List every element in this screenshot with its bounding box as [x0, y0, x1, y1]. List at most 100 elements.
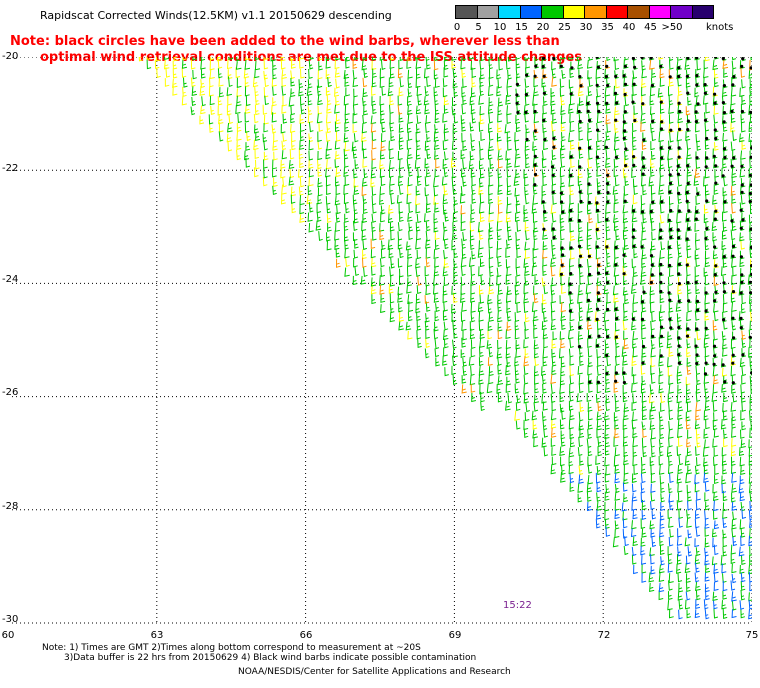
note-line-1: Note: black circles have been added to t… — [10, 34, 560, 49]
footer-note-2: 3)Data buffer is 22 hrs from 20150629 4)… — [64, 653, 477, 663]
contamination-circle — [685, 199, 689, 203]
contamination-circle — [578, 325, 582, 330]
legend-swatch — [476, 5, 499, 19]
contamination-circle — [533, 163, 537, 167]
legend-swatch — [584, 5, 607, 19]
contamination-circle — [677, 262, 682, 266]
contamination-circle — [659, 280, 663, 284]
contamination-circle — [551, 227, 555, 231]
lat-label-22: -22 — [2, 163, 19, 174]
contamination-circle — [677, 155, 681, 159]
contamination-circle — [669, 209, 673, 213]
contamination-circle — [640, 57, 644, 60]
contamination-circle — [551, 173, 555, 177]
contamination-circle — [605, 218, 609, 222]
contamination-circle — [659, 262, 663, 267]
contamination-circle — [650, 273, 654, 277]
contamination-circle — [694, 110, 698, 114]
lat-label-24: -24 — [2, 274, 19, 285]
contamination-circle — [687, 227, 691, 231]
contamination-circle — [669, 235, 673, 239]
legend-unit: knots — [706, 22, 734, 33]
contamination-circle — [685, 334, 690, 338]
contamination-circle — [659, 64, 663, 68]
contamination-circle — [632, 82, 636, 86]
contamination-circle — [560, 246, 564, 250]
contamination-circle — [741, 218, 745, 222]
contamination-circle — [587, 254, 592, 258]
contamination-circle — [713, 101, 717, 105]
contamination-circle — [721, 101, 726, 105]
contamination-circle — [543, 138, 547, 142]
contamination-circle — [586, 109, 590, 113]
contamination-circle — [677, 66, 681, 70]
figure-title: Rapidscat Corrected Winds(12.5KM) v1.1 2… — [40, 9, 392, 22]
contamination-circle — [750, 146, 752, 150]
contamination-circle — [695, 361, 699, 366]
contamination-circle — [659, 228, 663, 232]
contamination-circle — [651, 200, 655, 204]
contamination-circle — [676, 172, 681, 176]
contamination-circle — [695, 353, 699, 357]
contamination-circle — [676, 164, 680, 168]
contamination-circle — [650, 263, 654, 267]
contamination-circle — [642, 138, 646, 142]
lon-label-69: 69 — [448, 630, 462, 641]
contamination-circle — [714, 181, 718, 185]
contamination-circle — [597, 263, 601, 267]
contamination-circle — [641, 172, 645, 176]
contamination-circle — [732, 156, 736, 160]
contamination-circle — [596, 128, 600, 132]
contamination-circle — [613, 91, 618, 95]
contamination-circle — [696, 308, 700, 312]
contamination-circle — [722, 281, 726, 285]
contamination-circle — [622, 371, 626, 375]
contamination-circle — [605, 353, 609, 357]
contamination-circle — [578, 165, 582, 169]
contamination-circle — [686, 119, 691, 123]
contamination-circle — [669, 228, 673, 232]
contamination-circle — [605, 182, 610, 186]
contamination-circle — [595, 344, 600, 348]
contamination-circle — [577, 109, 581, 114]
contamination-circle — [677, 336, 681, 340]
contamination-circle — [712, 362, 716, 366]
contamination-circle — [694, 217, 698, 221]
contamination-circle — [713, 217, 717, 221]
contamination-circle — [632, 163, 636, 167]
contamination-circle — [642, 290, 646, 294]
contamination-circle — [677, 272, 681, 276]
contamination-circle — [606, 191, 610, 195]
legend-swatch — [605, 5, 628, 19]
contamination-circle — [723, 156, 727, 160]
contamination-circle — [614, 245, 618, 250]
contamination-circle — [667, 218, 671, 222]
contamination-circle — [686, 164, 690, 168]
contamination-circle — [533, 74, 537, 78]
contamination-circle — [668, 263, 672, 268]
contamination-circle — [704, 309, 708, 313]
contamination-circle — [597, 109, 601, 113]
contamination-circle — [606, 335, 610, 339]
contamination-circle — [694, 280, 698, 284]
contamination-circle — [748, 191, 752, 196]
contamination-circle — [712, 154, 716, 158]
contamination-circle — [578, 146, 582, 150]
contamination-circle — [678, 127, 682, 131]
lon-label-63: 63 — [150, 630, 164, 641]
contamination-circle — [579, 84, 583, 88]
wind-barb-map — [10, 57, 752, 624]
contamination-circle — [659, 146, 663, 150]
contamination-circle — [614, 379, 618, 383]
contamination-circle — [748, 335, 752, 339]
contamination-circle — [595, 307, 600, 311]
contamination-circle — [524, 110, 528, 114]
contamination-circle — [659, 334, 664, 338]
legend-tick-label: 45 — [644, 22, 657, 33]
contamination-circle — [686, 181, 690, 186]
contamination-circle — [631, 57, 635, 60]
contamination-circle — [587, 146, 592, 150]
contamination-circle — [542, 118, 546, 122]
contamination-circle — [669, 326, 673, 330]
contamination-circle — [739, 291, 743, 295]
